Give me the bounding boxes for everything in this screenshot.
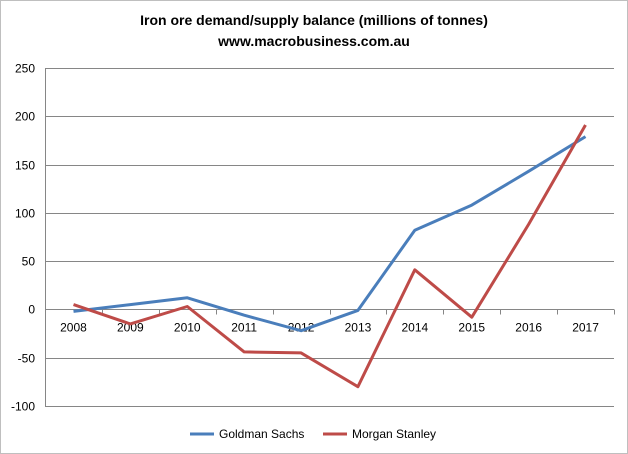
x-tick-label-2012: 2012 bbox=[288, 320, 315, 334]
grid-lines bbox=[45, 68, 615, 407]
y-tick-label: -100 bbox=[11, 400, 35, 414]
legend-label-goldman-sachs: Goldman Sachs bbox=[219, 427, 304, 441]
y-tick-label: 100 bbox=[15, 207, 35, 221]
y-tick-label: 250 bbox=[15, 62, 35, 76]
y-tick-label: 50 bbox=[22, 255, 36, 269]
x-tick-label-2015: 2015 bbox=[458, 320, 485, 334]
x-tick-label-2011: 2011 bbox=[231, 320, 257, 334]
series-line-goldman-sachs bbox=[73, 135, 587, 333]
chart-subtitle: www.macrobusiness.com.au bbox=[217, 33, 410, 49]
chart-title: Iron ore demand/supply balance (millions… bbox=[140, 12, 488, 28]
x-tick-label-2010: 2010 bbox=[174, 320, 201, 334]
x-tick-label-2009: 2009 bbox=[117, 320, 144, 334]
y-tick-label: 0 bbox=[28, 303, 35, 317]
x-tick-label-2016: 2016 bbox=[515, 320, 542, 334]
y-tick-label: -50 bbox=[18, 352, 36, 366]
y-axis-tick-labels: -100 -50 0 50 100 150 200 250 bbox=[11, 62, 35, 414]
y-tick-label: 150 bbox=[15, 159, 35, 173]
series-lines bbox=[73, 124, 587, 389]
x-tick-label-2008: 2008 bbox=[60, 320, 87, 334]
legend-label-morgan-stanley: Morgan Stanley bbox=[352, 427, 436, 441]
x-tick-label-2017: 2017 bbox=[572, 320, 599, 334]
legend: Goldman Sachs Morgan Stanley bbox=[190, 427, 436, 441]
series-line-morgan-stanley bbox=[73, 124, 587, 389]
y-tick-label: 200 bbox=[15, 110, 35, 124]
x-axis-tick-labels: 2008 2009 2010 2011 2012 2013 2014 2015 2016 2017 bbox=[60, 320, 599, 334]
x-tick-label-2014: 2014 bbox=[401, 320, 428, 334]
x-tick-label-2013: 2013 bbox=[345, 320, 372, 334]
